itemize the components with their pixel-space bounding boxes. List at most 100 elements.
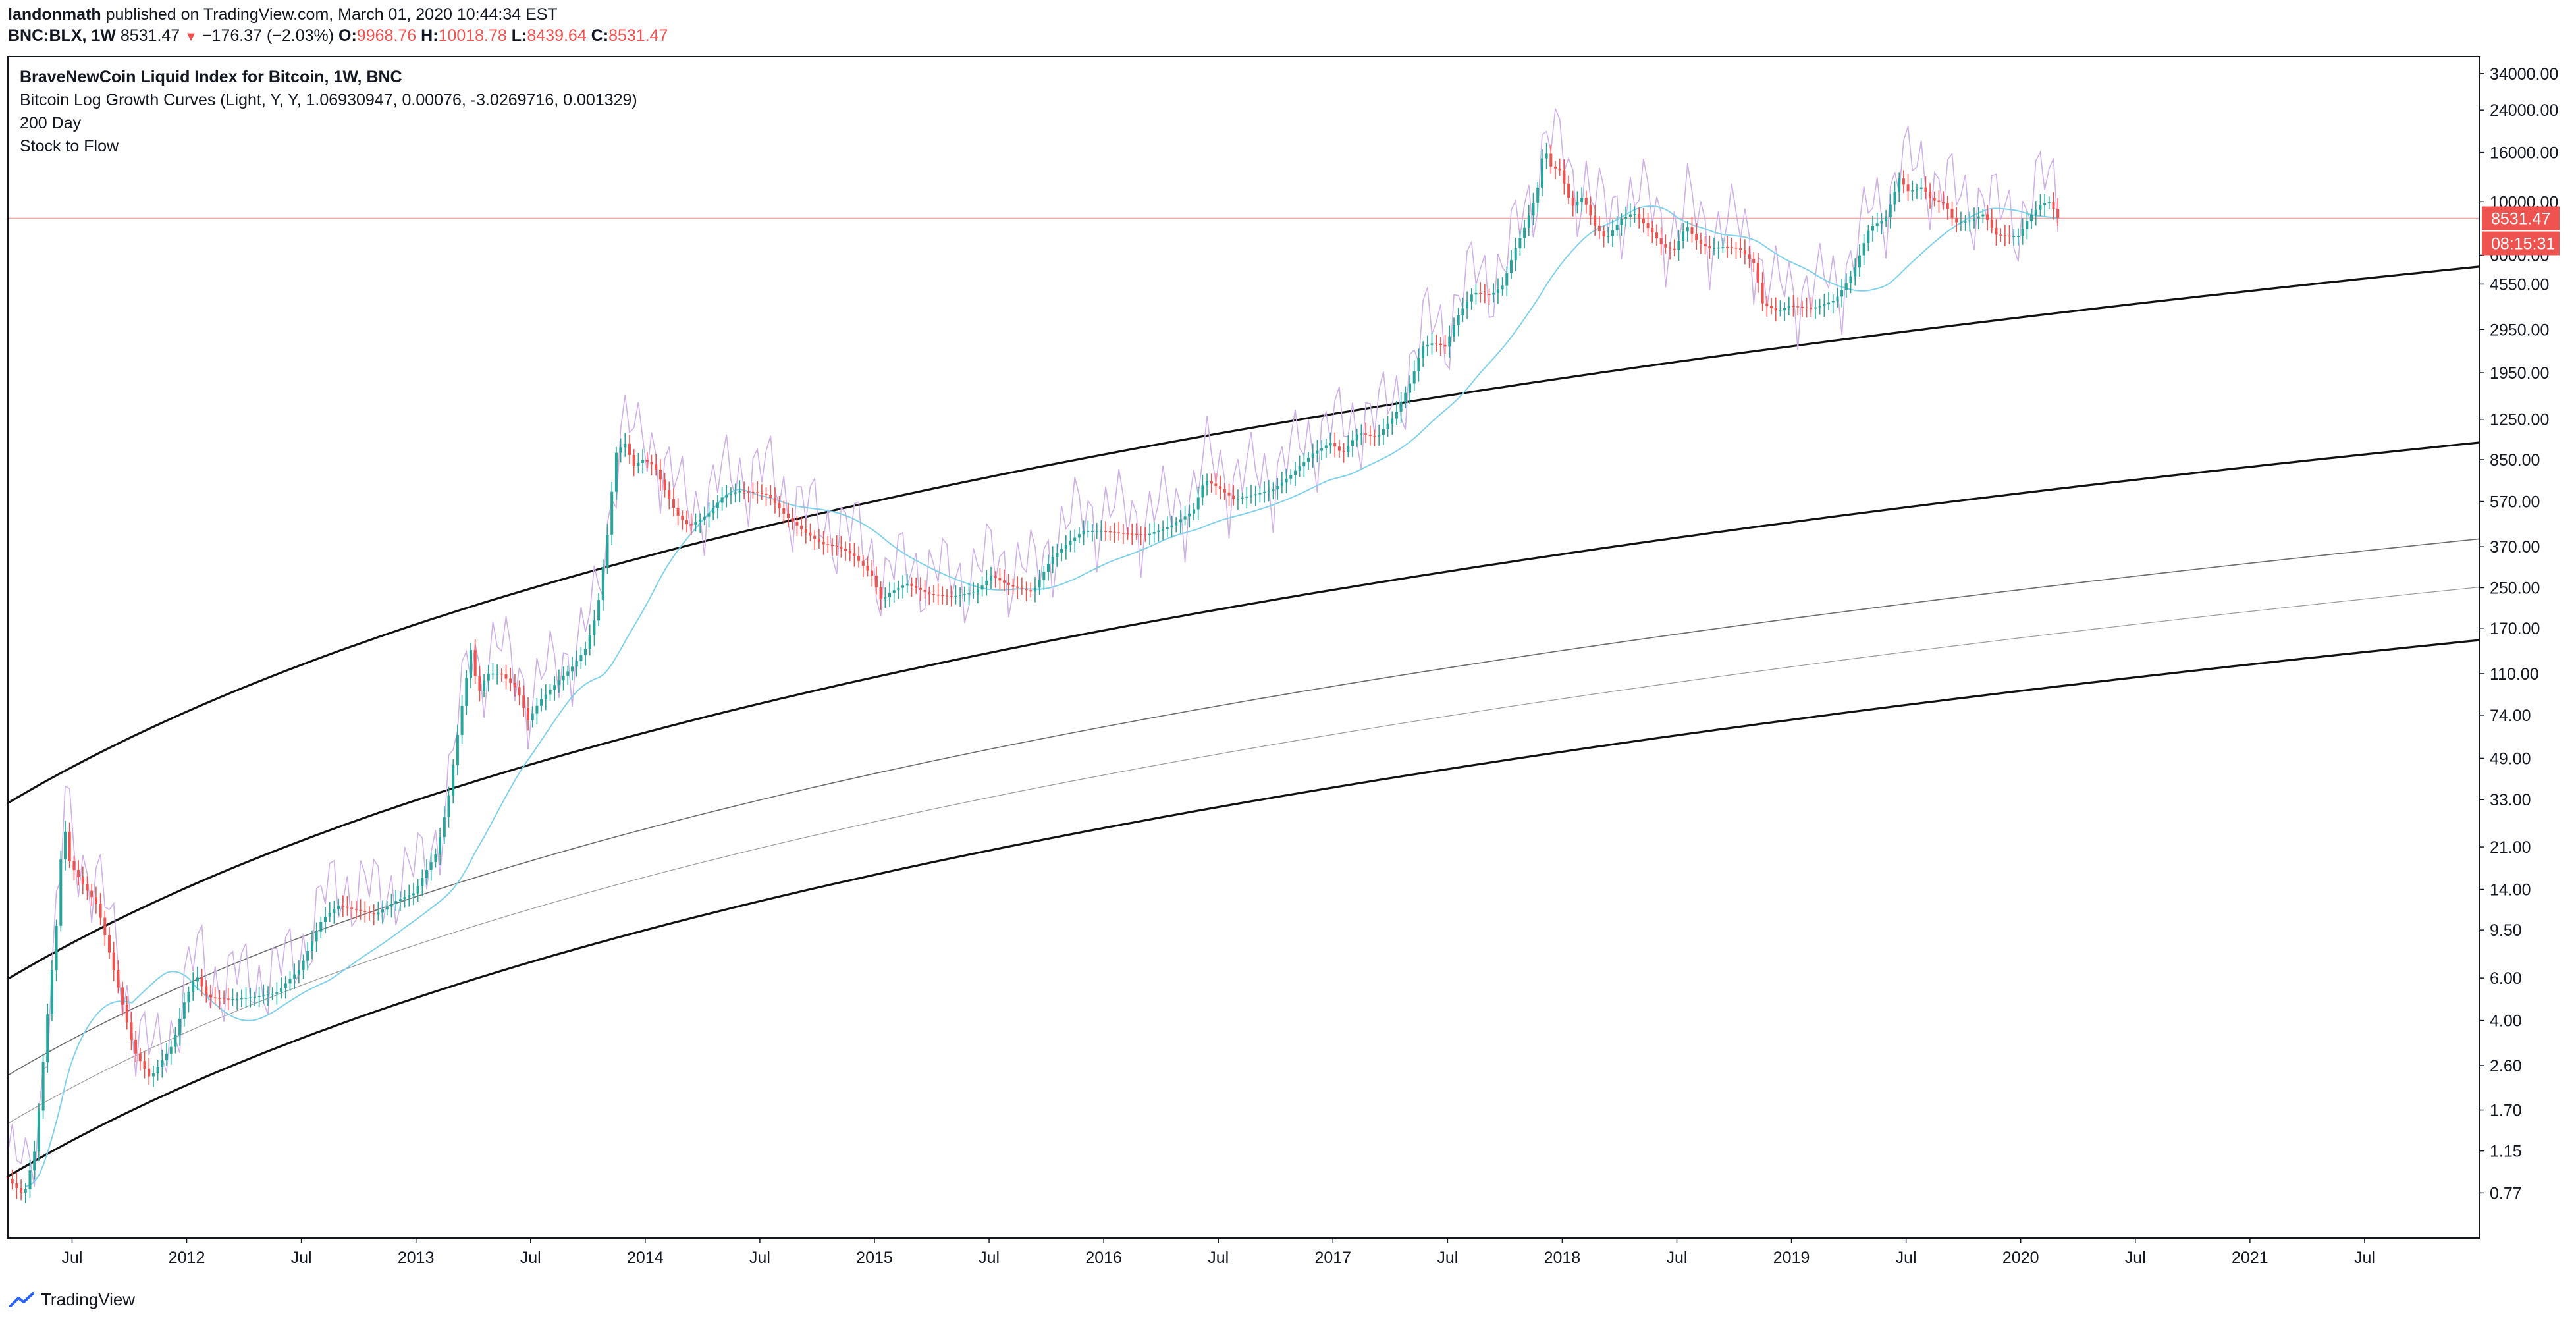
candle-body (1033, 587, 1036, 592)
candle (1849, 271, 1852, 294)
candle-body (650, 462, 653, 465)
candle-body (1227, 492, 1231, 496)
legend-indicator-200-day[interactable]: 200 Day (20, 114, 82, 132)
candle (1457, 308, 1460, 337)
candle-body (315, 931, 318, 942)
candle-body (1867, 230, 1870, 244)
x-tick-label: Jul (2125, 1249, 2146, 1267)
candle-body (421, 878, 424, 886)
candle-body (1029, 590, 1033, 592)
candle-body (443, 817, 446, 838)
candle (972, 582, 975, 599)
candle (1412, 360, 1416, 391)
candle-body (1047, 563, 1050, 572)
author-name[interactable]: landonmath (8, 5, 101, 24)
candle (1108, 526, 1112, 541)
candle-body (857, 556, 861, 561)
candle (549, 684, 552, 701)
candle (513, 674, 516, 697)
candle-body (676, 508, 680, 516)
candle-body (1995, 227, 1998, 235)
x-tick-label: 2019 (1773, 1249, 1810, 1267)
x-tick-label: Jul (1667, 1249, 1688, 1267)
candle-body (1298, 466, 1301, 471)
candle (37, 1103, 40, 1162)
candle-body (1664, 244, 1667, 248)
candle (963, 586, 966, 602)
down-arrow-icon: ▼ (184, 30, 198, 44)
candle-body (1020, 587, 1023, 589)
candle (90, 884, 94, 906)
candle-body (1611, 230, 1614, 236)
candle (518, 680, 521, 705)
candle (866, 556, 869, 577)
candle (1144, 527, 1147, 542)
candle-body (579, 655, 583, 661)
candle (1276, 478, 1279, 500)
candle-body (923, 589, 926, 592)
candle-body (381, 909, 385, 913)
candle (1069, 530, 1072, 552)
candle-body (557, 680, 560, 686)
tradingview-brand[interactable]: TradingView (9, 1289, 135, 1310)
candle-body (429, 862, 433, 870)
candle-body (55, 925, 58, 970)
candle (1540, 149, 1543, 196)
x-tick-label: 2012 (169, 1249, 205, 1267)
candle (1422, 341, 1425, 367)
candle-body (15, 1183, 18, 1188)
candle-body (751, 491, 755, 493)
candle (64, 821, 67, 871)
candle-body (1942, 202, 1945, 203)
candle (2003, 225, 2006, 246)
candle-body (950, 595, 953, 597)
candle-body (1770, 306, 1773, 308)
candle (787, 502, 790, 528)
candle-body (1734, 247, 1738, 249)
candle (478, 666, 481, 702)
candle (1077, 527, 1081, 543)
candle (1466, 291, 1469, 319)
y-tick-label: 33.00 (2490, 791, 2531, 809)
candle-body (271, 993, 274, 995)
candle-body (919, 587, 922, 590)
close-value: 8531.47 (608, 26, 668, 45)
candle-body (394, 901, 398, 904)
x-tick-label: 2013 (398, 1249, 435, 1267)
candle (720, 487, 724, 511)
candle-body (1704, 244, 1707, 246)
candle (425, 859, 428, 885)
candle-body (1840, 290, 1844, 297)
candle (1571, 190, 1574, 217)
legend-indicator-growth-curves[interactable]: Bitcoin Log Growth Curves (Light, Y, Y, … (20, 91, 637, 109)
candle (151, 1065, 155, 1087)
candle (650, 454, 653, 475)
candle-body (460, 705, 464, 735)
candle (363, 901, 367, 923)
candle (778, 495, 781, 518)
candle (1827, 292, 1831, 310)
candle (324, 907, 327, 933)
candle (782, 500, 786, 524)
candle-body (1210, 481, 1213, 484)
legend-indicator-stock-to-flow[interactable]: Stock to Flow (20, 137, 119, 155)
candle (1554, 161, 1557, 180)
candle-body (1589, 204, 1592, 216)
candle (1805, 297, 1808, 318)
candle-body (985, 580, 988, 585)
candle-body (518, 687, 521, 696)
candle-body (1492, 292, 1495, 295)
candle-body (1412, 371, 1416, 384)
candle (1638, 207, 1641, 229)
candle (381, 900, 385, 924)
candle-body (161, 1060, 164, 1067)
candle-body (1417, 358, 1420, 371)
candle (1201, 475, 1204, 506)
candle-body (1739, 248, 1742, 250)
candle (112, 942, 115, 981)
candle (1496, 278, 1499, 304)
candle-body (1395, 412, 1398, 419)
candle-body (980, 585, 984, 590)
candle (1219, 475, 1222, 500)
